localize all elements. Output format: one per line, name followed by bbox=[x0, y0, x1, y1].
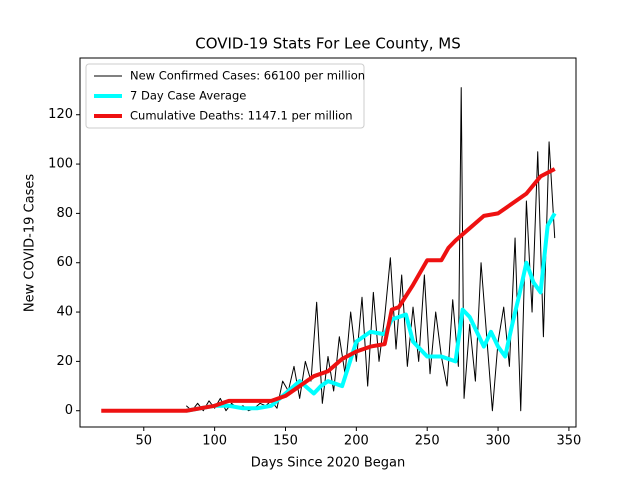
chart-title: COVID-19 Stats For Lee County, MS bbox=[195, 35, 461, 53]
y-tick-label: 60 bbox=[56, 255, 73, 270]
x-tick-label: 100 bbox=[202, 434, 227, 449]
legend-box bbox=[85, 63, 365, 129]
data-line bbox=[101, 167, 556, 413]
y-tick-label: 20 bbox=[56, 354, 73, 369]
legend: New Confirmed Cases: 66100 per million 7 … bbox=[85, 63, 365, 129]
legend-label: New Confirmed Cases: 66100 per million bbox=[130, 69, 365, 83]
y-tick-label: 80 bbox=[56, 206, 73, 221]
x-tick-label: 300 bbox=[486, 434, 511, 449]
y-tick-label: 120 bbox=[48, 107, 73, 122]
x-tick-label: 50 bbox=[135, 434, 152, 449]
y-tick-label: 0 bbox=[65, 403, 73, 418]
x-tick-label: 250 bbox=[415, 434, 440, 449]
y-axis-label: New COVID-19 Cases bbox=[23, 174, 38, 312]
x-tick-label: 200 bbox=[344, 434, 369, 449]
x-tick-label: 350 bbox=[557, 434, 582, 449]
y-tick-label: 40 bbox=[56, 305, 73, 320]
x-axis-label: Days Since 2020 Began bbox=[251, 456, 406, 471]
x-tick-label: 150 bbox=[273, 434, 298, 449]
legend-label: Cumulative Deaths: 1147.1 per million bbox=[130, 109, 353, 123]
y-tick-label: 100 bbox=[48, 157, 73, 172]
plot-frame bbox=[79, 57, 577, 428]
legend-label: 7 Day Case Average bbox=[130, 89, 246, 103]
data-line bbox=[185, 212, 557, 413]
data-line bbox=[185, 87, 556, 412]
